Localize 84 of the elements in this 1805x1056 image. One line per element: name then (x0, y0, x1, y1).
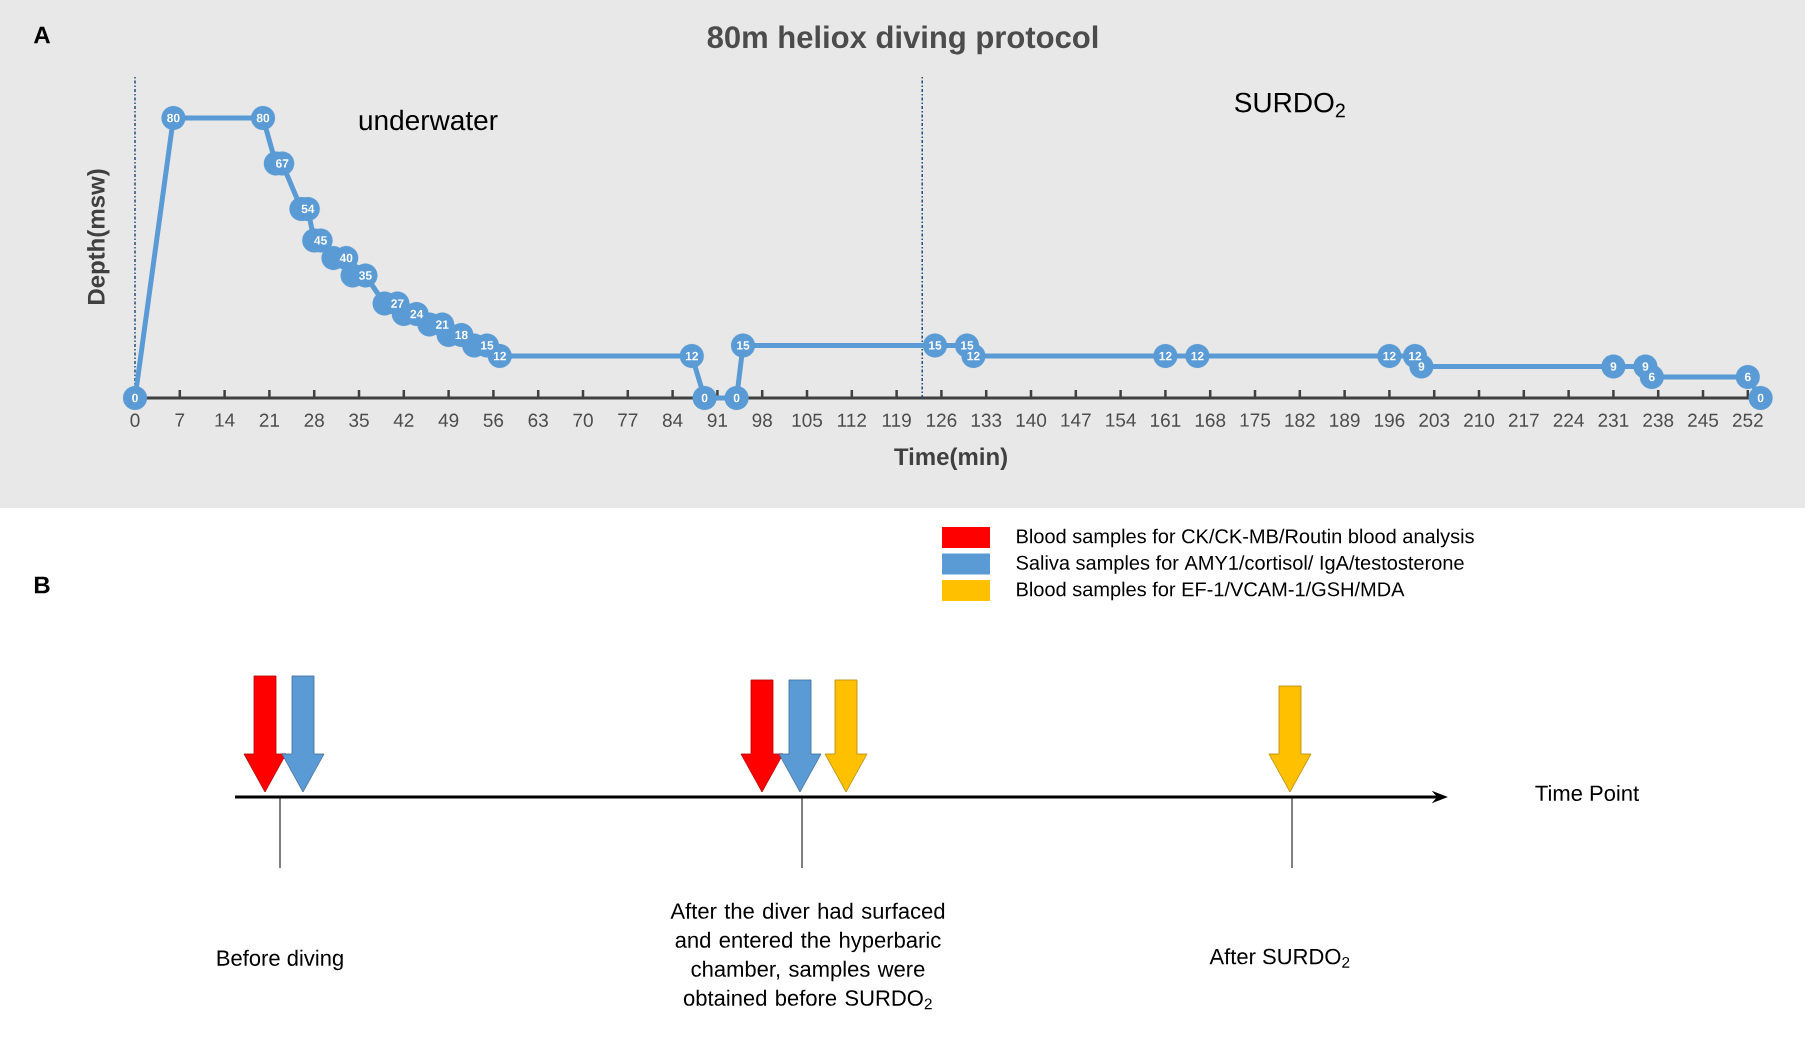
data-label: 54 (301, 204, 315, 214)
data-label: 67 (275, 159, 289, 168)
data-label: 9 (1642, 362, 1649, 371)
legend-label: Blood samples for CK/CK-MB/Routin blood analysis (1017, 528, 1474, 548)
data-label: 0 (132, 393, 138, 403)
x-tick-label: 196 (1375, 413, 1405, 427)
data-label: 15 (929, 341, 942, 350)
x-tick-label: 21 (259, 413, 280, 427)
text: After SURDO$_{2}$ (1209, 948, 1350, 968)
data-label: 12 (493, 351, 506, 361)
x-tick-label: 210 (1464, 413, 1495, 427)
data-label: 15 (481, 341, 494, 350)
x-tick-label: 14 (215, 413, 235, 427)
data-label: 6 (1744, 372, 1751, 382)
x-tick-label: 7 (175, 413, 185, 427)
text: B (34, 576, 50, 594)
point (122, 385, 148, 411)
x-tick-label: 168 (1195, 413, 1226, 427)
data-label: 12 (1383, 351, 1396, 361)
data-label: 12 (1159, 351, 1172, 361)
data-label: 27 (391, 299, 404, 308)
x-tick-label: 217 (1508, 413, 1539, 427)
legend-label: Saliva samples for AMY1/cortisol/ IgA/testosterone (1016, 555, 1464, 574)
chart-title: 80m heliox diving protocol (707, 25, 1098, 55)
x-tick-label: 252 (1732, 413, 1763, 427)
data-label: 35 (359, 271, 372, 280)
data-label: 40 (339, 253, 353, 263)
data-label: 0 (733, 393, 740, 403)
data-label: 15 (737, 341, 750, 350)
y-axis-title: Depth(msw) (87, 169, 110, 305)
x-tick-label: 224 (1553, 413, 1584, 427)
data-label: 12 (685, 351, 698, 361)
x-tick-label: 98 (752, 413, 772, 427)
data-label: 15 (961, 341, 974, 350)
x-tick-label: 133 (971, 413, 1002, 427)
x-tick-label: 112 (838, 413, 866, 427)
x-tick-label: 49 (438, 413, 459, 427)
text: After the diver had surfaced and entered the hyperbaric chamber, samples were obtained before SURDO$_{2}$ (670, 902, 945, 1010)
x-tick-label: 119 (882, 413, 911, 427)
point (1735, 364, 1760, 390)
data-label: 21 (435, 320, 449, 329)
x-tick-label: 245 (1688, 413, 1719, 427)
x-tick-label: 161 (1151, 413, 1181, 427)
data-label: 24 (410, 309, 424, 319)
x-tick-label: 147 (1061, 413, 1091, 427)
x-tick-label: 189 (1330, 413, 1360, 427)
x-tick-label: 42 (393, 413, 414, 427)
data-label: 9 (1610, 362, 1617, 371)
data-label: 0 (1757, 393, 1764, 403)
x-tick-label: 70 (573, 413, 593, 427)
data-label: 45 (314, 236, 327, 245)
x-tick-label: 91 (707, 413, 728, 427)
x-tick-label: 231 (1598, 413, 1629, 427)
x-tick-label: 84 (662, 413, 683, 427)
legend-label: Blood samples for EF-1/VCAM-1/GSH/MDA (1017, 581, 1405, 601)
x-tick-label: 126 (927, 413, 957, 427)
x-tick-label: 154 (1106, 413, 1136, 427)
text: Before diving (217, 949, 343, 971)
x-tick-label: 56 (483, 413, 504, 427)
data-label: 80 (167, 113, 180, 123)
x-tick-label: 105 (792, 413, 823, 427)
x-tick-label: 140 (1016, 413, 1047, 427)
text: A (33, 26, 51, 44)
x-tick-label: 182 (1285, 413, 1315, 427)
x-tick-label: 28 (304, 413, 324, 427)
data-label: 18 (455, 330, 468, 340)
data-label: 0 (701, 393, 708, 403)
data-label: 6 (1648, 372, 1655, 382)
text: Time Point (1535, 784, 1639, 802)
x-tick-label: 0 (130, 413, 140, 427)
data-label: 12 (1409, 351, 1422, 361)
x-tick-label: 77 (618, 413, 638, 427)
x-axis-title: Time(min) (894, 447, 1007, 470)
x-tick-label: 63 (528, 413, 548, 427)
data-label: 12 (1191, 351, 1204, 361)
text: SURDO$_{2}$ (1235, 92, 1345, 118)
x-tick-label: 238 (1643, 413, 1674, 427)
data-label: 9 (1418, 362, 1425, 371)
x-tick-label: 175 (1240, 413, 1271, 427)
data-label: 12 (967, 351, 980, 361)
data-label: 80 (256, 113, 270, 123)
x-tick-label: 35 (349, 413, 369, 427)
annotation: underwater (359, 109, 498, 131)
x-tick-label: 203 (1419, 413, 1450, 427)
